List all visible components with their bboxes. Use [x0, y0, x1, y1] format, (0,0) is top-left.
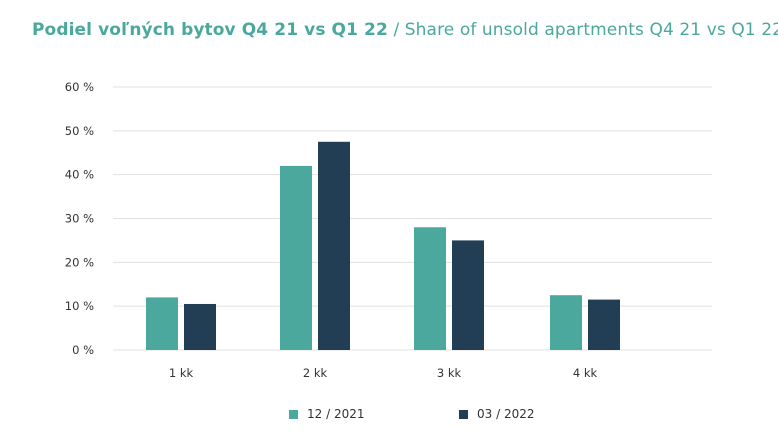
y-tick-label: 40 % — [65, 168, 94, 182]
legend-item-2022: 03 / 2022 — [459, 407, 534, 421]
x-category-label: 2 kk — [303, 366, 328, 380]
legend-swatch-2022 — [459, 409, 468, 419]
bar-2022-3kk — [452, 240, 484, 350]
y-tick-label: 50 % — [65, 124, 94, 138]
legend-swatch-2021 — [289, 409, 298, 419]
bar-2022-4kk — [588, 299, 620, 350]
legend-item-2021: 12 / 2021 — [289, 407, 364, 421]
y-tick-label: 10 % — [65, 299, 94, 313]
x-category-label: 3 kk — [437, 366, 462, 380]
x-category-label: 1 kk — [169, 366, 194, 380]
bar-2021-2kk — [280, 165, 312, 350]
title-separator: / — [393, 20, 400, 40]
bar-2022-1kk — [184, 303, 216, 350]
y-tick-label: 60 % — [65, 80, 94, 94]
bar-2021-1kk — [146, 297, 178, 350]
legend-label-2022: 03 / 2022 — [477, 407, 535, 421]
y-tick-label: 30 % — [65, 212, 94, 226]
legend-label-2021: 12 / 2021 — [307, 407, 365, 421]
y-tick-label: 20 % — [65, 255, 94, 269]
title-slovak: Podiel voľných bytov Q4 21 vs Q1 22 — [32, 20, 388, 40]
bar-2021-3kk — [414, 227, 446, 350]
x-category-label: 4 kk — [573, 366, 598, 380]
chart-title: Podiel voľných bytov Q4 21 vs Q1 22 / Sh… — [32, 20, 778, 40]
title-english: Share of unsold apartments Q4 21 vs Q1 2… — [404, 20, 778, 40]
bar-2022-2kk — [318, 141, 350, 350]
bar-2021-4kk — [550, 295, 582, 350]
y-tick-label: 0 % — [72, 343, 94, 357]
